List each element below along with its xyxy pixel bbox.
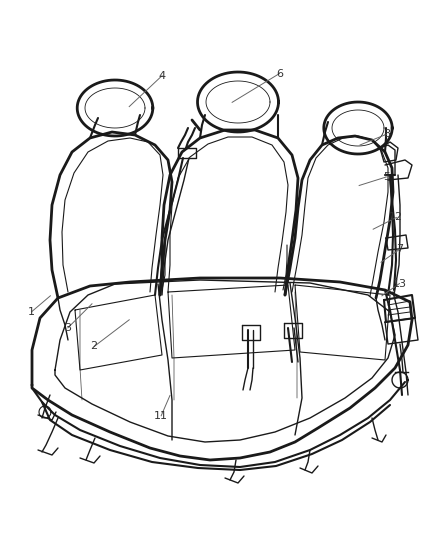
- Text: 8: 8: [383, 130, 390, 139]
- Text: 7: 7: [396, 245, 403, 254]
- Text: 4: 4: [159, 71, 166, 80]
- Text: 3: 3: [64, 323, 71, 333]
- Text: 2: 2: [91, 342, 98, 351]
- Text: 13: 13: [392, 279, 406, 288]
- Text: 1: 1: [28, 307, 35, 317]
- Text: 11: 11: [154, 411, 168, 421]
- Text: 5: 5: [383, 172, 390, 182]
- Text: 12: 12: [389, 213, 403, 222]
- Text: 6: 6: [276, 69, 283, 78]
